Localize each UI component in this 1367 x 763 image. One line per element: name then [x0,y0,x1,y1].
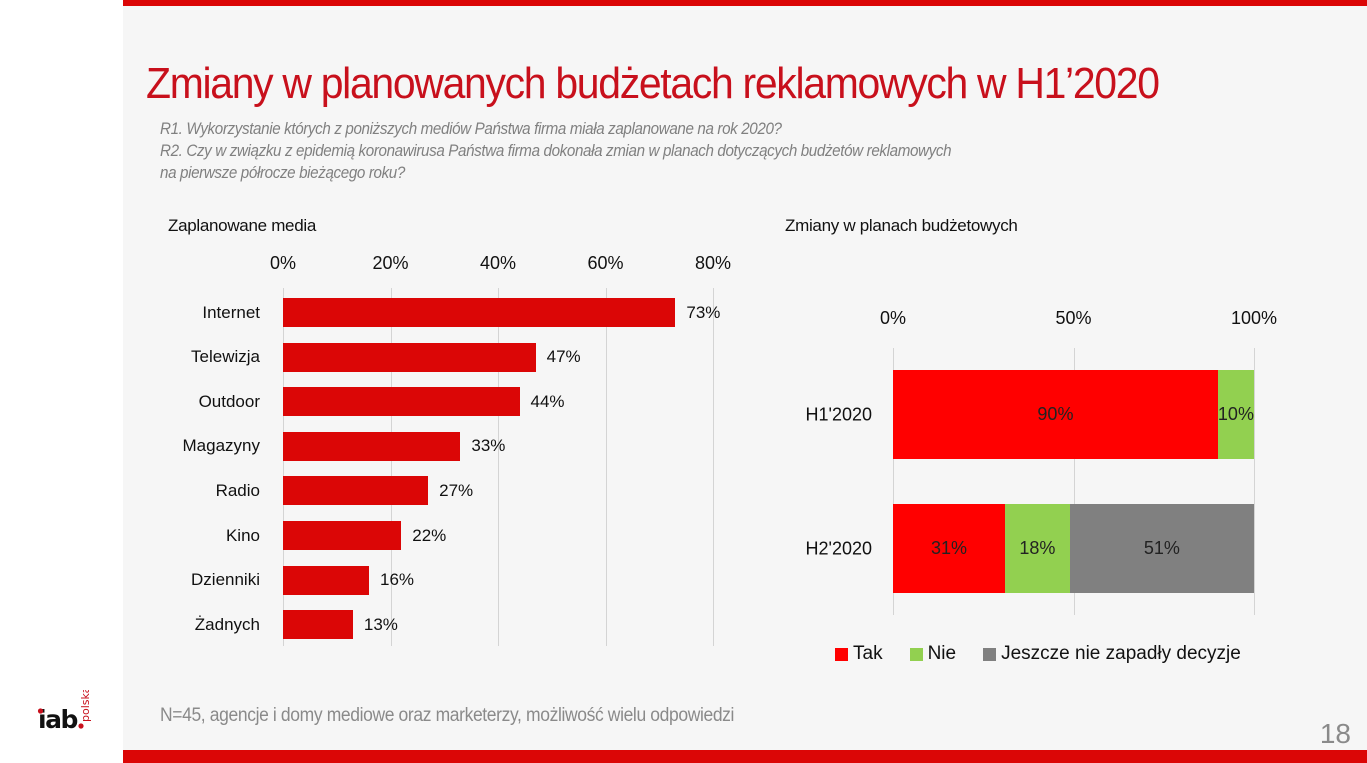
segment-value-label: 10% [1217,404,1254,424]
footnote: N=45, agencje i domy mediowe oraz market… [160,705,735,726]
legend-item: Jeszcze nie zapadły decyzje [983,643,1241,665]
segment-value-label: 31% [930,538,967,558]
bar [283,342,536,372]
x-tick-label: 100% [1230,308,1278,328]
gridline [283,288,284,646]
legend-swatch [909,647,923,661]
stacked-bar-segment-tak: 31% [893,504,1005,593]
page-number: 18 [1319,718,1351,749]
question-r2-continued: na pierwsze półrocze bieżącego roku? [160,164,405,182]
stacked-bar-segment-nie: 18% [1004,504,1070,593]
legend-swatch [983,647,997,661]
bar [283,521,402,550]
legend-label: Tak [853,643,883,664]
bar-value-label: 22% [412,525,447,545]
category-label: Radio [215,480,260,500]
category-label: Dzienniki [191,570,260,590]
page-title: Zmiany w planowanych budżetach reklamowy… [146,59,1160,109]
gridline [1254,348,1255,615]
bar-value-label: 33% [471,436,506,456]
category-label: Telewizja [191,347,260,367]
category-label: Outdoor [198,391,260,411]
category-label: Kino [225,525,260,545]
stacked-bar-segment-nie: 10% [1217,370,1254,459]
x-tick-label: 80% [694,253,732,273]
top-accent-bar [123,0,1367,6]
gridline [390,288,392,646]
survey-questions: R1. Wykorzystanie których z poniższych m… [160,118,952,184]
bar [283,431,461,461]
chart-title-planned-media: Zaplanowane media [168,216,316,235]
gridline [893,348,894,615]
bar [283,610,353,640]
bar [283,476,429,506]
bar-value-label: 73% [686,302,721,322]
logo-iab-text: iab [38,705,77,734]
category-label: Internet [202,302,260,322]
gridline [605,288,607,646]
category-label: Żadnych [194,614,260,634]
category-label: Magazyny [182,436,260,456]
bar-value-label: 27% [439,480,474,500]
logo-dot-bottom [78,723,84,729]
x-tick-label: 60% [587,253,624,273]
gridline [713,288,714,646]
category-label: H1'2020 [805,404,873,424]
bar-value-label: 16% [380,570,415,590]
bar [283,565,369,595]
chart-title-budget-changes: Zmiany w planach budżetowych [785,216,1018,235]
question-r1: R1. Wykorzystanie których z poniższych m… [160,120,782,138]
logo-dot-top [37,708,44,714]
category-label: H2'2020 [805,538,873,558]
question-r2: R2. Czy w związku z epidemią koronawirus… [160,142,952,160]
logo-polska-text: polska [79,690,92,722]
bar-value-label: 13% [363,614,398,634]
x-tick-label: 0% [269,253,297,273]
bar [283,387,520,417]
x-tick-label: 0% [879,308,907,328]
segment-value-label: 18% [1019,538,1056,558]
x-tick-label: 20% [372,253,409,273]
legend-label: Nie [927,643,957,664]
stacked-bar-segment-jeszcze-nie-zapadły-decyzje: 51% [1069,504,1254,593]
segment-value-label: 90% [1037,404,1074,424]
x-tick-label: 50% [1055,308,1092,328]
chart-legend: Tak Nie Jeszcze nie zapadły decyzje [835,643,1241,665]
bar-value-label: 47% [546,347,581,367]
stacked-bar-segment-tak: 90% [893,370,1218,459]
bottom-accent-bar [123,750,1367,763]
iab-polska-logo: iab polska [37,690,92,734]
legend-item: Tak [835,643,883,665]
segment-value-label: 51% [1143,538,1180,558]
legend-swatch [835,647,848,661]
bar [283,298,676,327]
x-tick-label: 40% [479,253,517,273]
legend-item: Nie [909,643,957,665]
bar-value-label: 44% [530,391,565,411]
legend-label: Jeszcze nie zapadły decyzje [1001,643,1241,664]
gridline [498,288,499,646]
gridline [1073,348,1075,615]
